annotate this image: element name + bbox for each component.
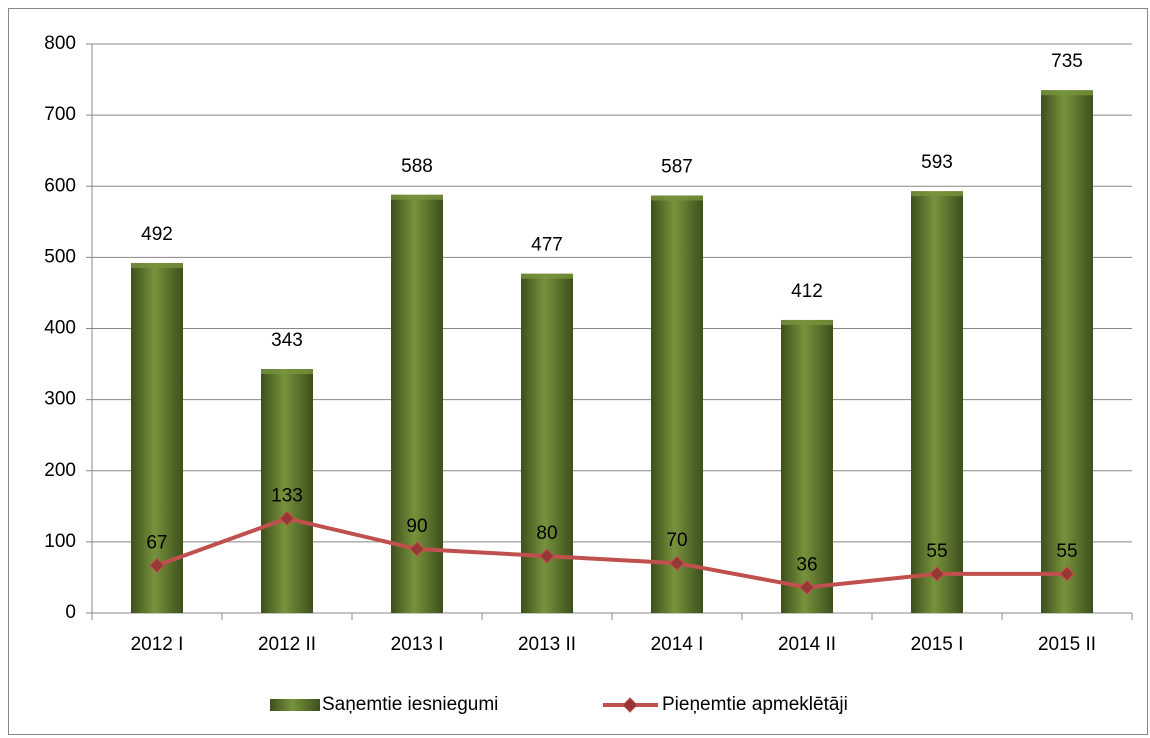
data-label: 593 (921, 152, 953, 173)
x-tick-label: 2013 I (391, 634, 444, 655)
bar-top (391, 194, 443, 200)
bar (261, 369, 313, 613)
marker (929, 566, 945, 582)
data-label: 55 (926, 541, 947, 562)
data-label: 412 (791, 281, 823, 302)
y-tick-label: 100 (44, 531, 76, 552)
legend-label: Saņemtie iesniegumi (322, 694, 498, 715)
y-tick-label: 200 (44, 460, 76, 481)
data-label: 492 (141, 224, 173, 245)
marker (539, 548, 555, 564)
legend-swatch (270, 699, 320, 711)
bar (651, 195, 703, 613)
data-label: 36 (796, 554, 817, 575)
marker (149, 557, 165, 574)
bar-top (781, 319, 833, 325)
bar-top (651, 195, 703, 201)
bar (1041, 90, 1093, 613)
legend-marker (622, 697, 638, 713)
data-label: 588 (401, 156, 433, 177)
data-label: 80 (536, 523, 557, 544)
data-label: 55 (1056, 541, 1077, 562)
y-tick-label: 700 (44, 104, 76, 125)
data-label: 343 (271, 330, 303, 351)
data-label: 477 (531, 235, 563, 256)
x-tick-label: 2013 II (518, 634, 576, 655)
data-label: 90 (406, 516, 427, 537)
marker (409, 541, 425, 557)
legend-label: Pieņemtie apmeklētāji (662, 694, 848, 715)
y-tick-label: 500 (44, 246, 76, 267)
bar-top (261, 369, 313, 375)
data-label: 735 (1051, 51, 1083, 72)
marker (1059, 566, 1075, 582)
bar (131, 263, 183, 613)
marker (279, 510, 295, 527)
y-tick-label: 800 (44, 33, 76, 54)
x-tick-label: 2012 II (258, 634, 316, 655)
bar-top (521, 273, 573, 279)
x-tick-label: 2015 II (1038, 634, 1096, 655)
x-tick-label: 2015 I (911, 634, 964, 655)
x-tick-label: 2014 I (651, 634, 704, 655)
bar (911, 191, 963, 613)
bar-top (131, 263, 183, 269)
data-label: 133 (271, 485, 303, 506)
bar-top (1041, 90, 1093, 96)
bar (781, 319, 833, 613)
y-tick-label: 0 (65, 602, 76, 623)
marker (669, 555, 685, 571)
marker (799, 579, 815, 596)
y-tick-label: 600 (44, 175, 76, 196)
x-tick-label: 2014 II (778, 634, 836, 655)
data-label: 70 (666, 530, 687, 551)
y-tick-label: 300 (44, 389, 76, 410)
bar-top (911, 191, 963, 197)
x-tick-label: 2012 I (131, 634, 184, 655)
data-label: 67 (146, 532, 167, 553)
line (156, 516, 1067, 590)
y-tick-label: 400 (44, 318, 76, 339)
data-label: 587 (661, 157, 693, 178)
